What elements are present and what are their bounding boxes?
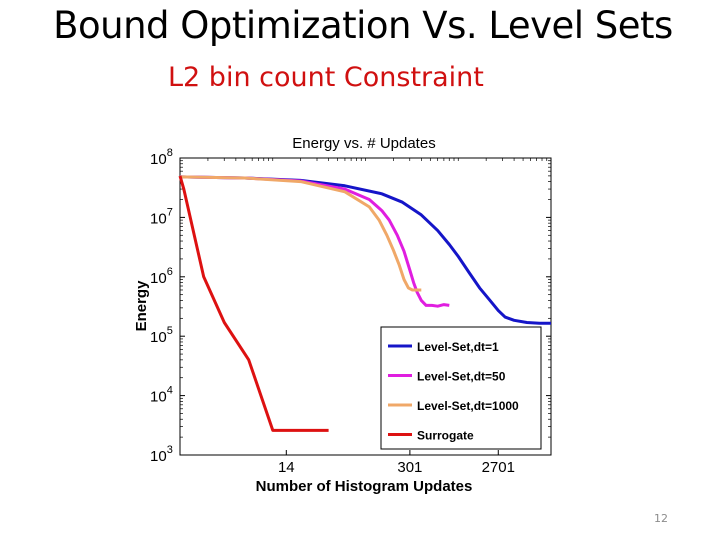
chart-title: Energy vs. # Updates bbox=[292, 135, 435, 152]
chart-legend: Level-Set,dt=1 Level-Set,dt=50 Level-Set,d… bbox=[380, 326, 542, 450]
x-tick-label: 301 bbox=[397, 459, 422, 476]
legend-item-level-set-dt50: Level-Set,dt=50 bbox=[417, 370, 506, 384]
x-axis-label: Number of Histogram Updates bbox=[256, 478, 473, 495]
y-axis-label: Energy bbox=[133, 280, 150, 332]
y-tick-label: 105 bbox=[150, 325, 173, 346]
y-tick-label: 103 bbox=[150, 444, 173, 465]
y-tick-label: 107 bbox=[150, 206, 173, 227]
y-tick-label: 106 bbox=[150, 266, 173, 287]
x-axis-ticks: 14 301 2701 bbox=[207, 158, 548, 476]
legend-item-level-set-dt1000: Level-Set,dt=1000 bbox=[417, 399, 519, 413]
y-tick-label: 104 bbox=[150, 385, 173, 406]
legend-item-level-set-dt1: Level-Set,dt=1 bbox=[417, 340, 499, 354]
series-line bbox=[179, 175, 450, 308]
slide-subtitle: L2 bin count Constraint bbox=[168, 62, 484, 93]
y-axis-ticks: 103 104 105 106 107 108 bbox=[150, 147, 551, 465]
x-tick-label: 2701 bbox=[482, 459, 515, 476]
slide-title: Bound Optimization Vs. Level Sets bbox=[53, 4, 673, 47]
y-tick-label: 108 bbox=[150, 147, 173, 168]
x-tick-label: 14 bbox=[278, 459, 295, 476]
series-line bbox=[179, 175, 422, 292]
page-number: 12 bbox=[654, 512, 668, 525]
legend-item-surrogate: Surrogate bbox=[417, 429, 474, 443]
series-line bbox=[179, 175, 551, 325]
series-lines bbox=[178, 175, 551, 432]
series-line bbox=[178, 175, 329, 432]
